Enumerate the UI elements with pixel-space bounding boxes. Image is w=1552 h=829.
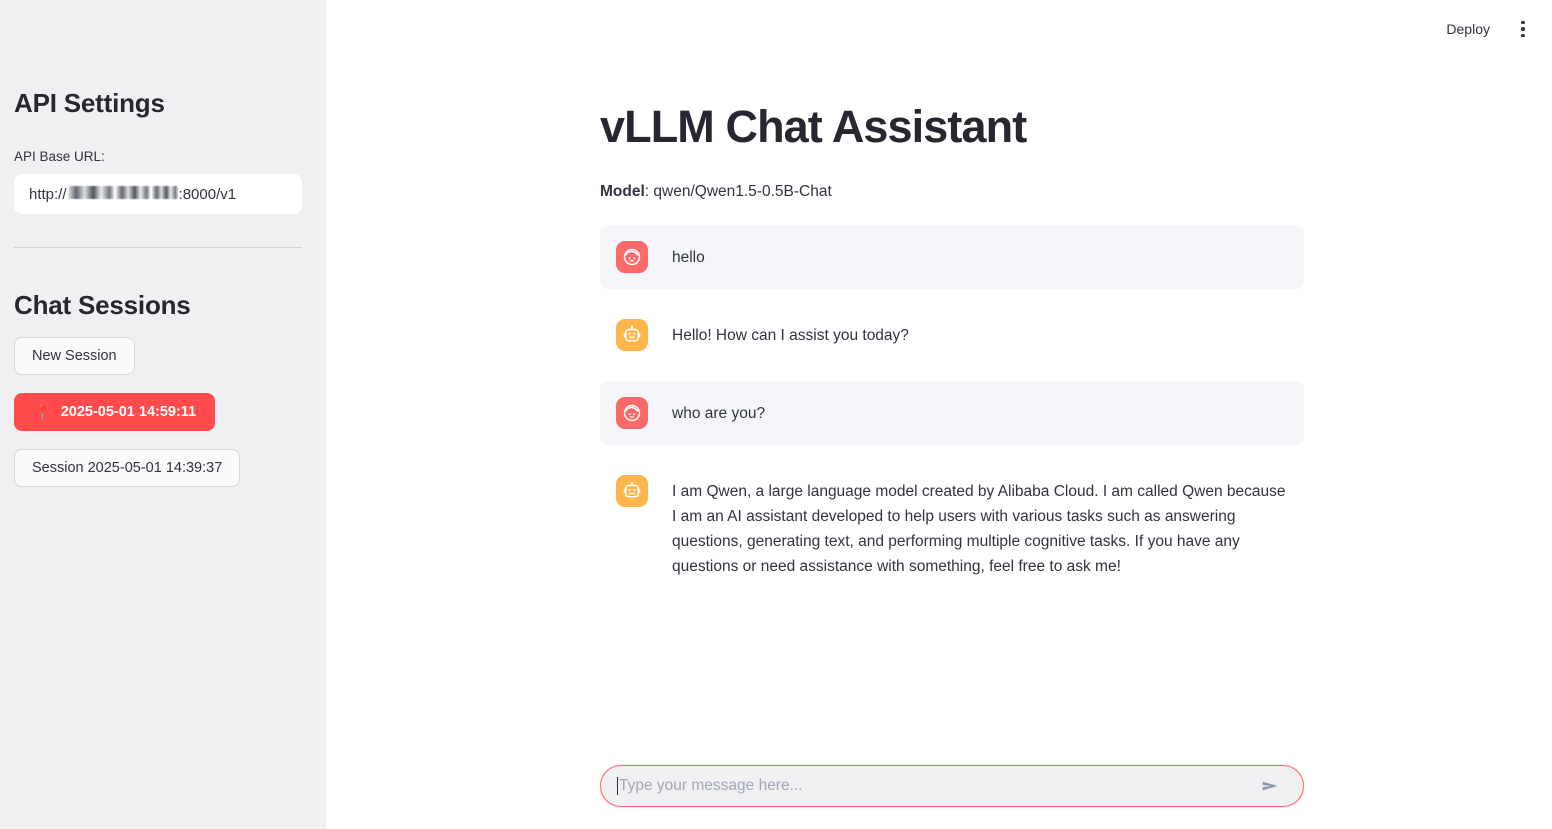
kebab-menu-icon[interactable] [1508, 14, 1538, 44]
main-area: Deploy vLLM Chat Assistant Model: qwen/Q… [326, 0, 1552, 829]
api-base-url-value: http:// :8000/v1 [29, 185, 237, 203]
session-item-active[interactable]: 📍 2025-05-01 14:59:11 [14, 393, 216, 432]
text-caret [617, 777, 618, 795]
redacted-ip-segment [115, 185, 150, 199]
chat-message-assistant: I am Qwen, a large language model create… [600, 459, 1304, 595]
chat-message-text: hello [672, 249, 705, 266]
model-label: Model [600, 182, 645, 200]
chat-message-text: who are you? [672, 405, 766, 422]
chat-sessions-heading: Chat Sessions [14, 290, 191, 321]
send-arrow-icon[interactable] [1255, 771, 1285, 801]
session-item-label: Session 2025-05-01 14:39:37 [32, 460, 223, 477]
model-info: Model: qwen/Qwen1.5-0.5B-Chat [600, 180, 1304, 203]
api-base-url-input[interactable]: http:// :8000/v1 [14, 174, 302, 215]
pin-icon: 📍 [33, 403, 52, 421]
chat-session-list: New Session 📍 2025-05-01 14:59:11 Sessio… [14, 337, 312, 505]
model-separator: : [644, 182, 654, 200]
chat-input-container: Type your message here... [600, 765, 1304, 807]
sidebar-divider [14, 247, 302, 249]
page-title: vLLM Chat Assistant [600, 101, 1027, 152]
model-name: qwen/Qwen1.5-0.5B-Chat [653, 182, 832, 200]
chat-message-user: who are you? [600, 381, 1304, 445]
redacted-ip-segment [67, 185, 114, 199]
api-settings-heading: API Settings [14, 88, 165, 118]
sidebar: API Settings API Base URL: http:// :8000/… [0, 0, 326, 829]
chat-input-box[interactable]: Type your message here... [600, 765, 1304, 807]
chat-input-placeholder: Type your message here... [619, 777, 803, 795]
session-item[interactable]: Session 2025-05-01 14:39:37 [14, 449, 241, 488]
topbar: Deploy [326, 0, 1552, 58]
content-column: vLLM Chat Assistant Model: qwen/Qwen1.5-… [600, 58, 1304, 595]
robot-icon [616, 319, 648, 351]
chat-message-text: I am Qwen, a large language model create… [672, 483, 1286, 576]
api-base-url-suffix: :8000/v1 [178, 185, 237, 203]
user-face-icon [616, 397, 648, 429]
kebab-dot [1521, 20, 1525, 25]
kebab-dot [1521, 27, 1525, 31]
redacted-ip-segment [151, 185, 178, 199]
chat-message-user: hello [600, 225, 1304, 289]
api-base-url-label: API Base URL: [14, 149, 105, 165]
chat-message-assistant: Hello! How can I assist you today? [600, 303, 1304, 367]
robot-icon [616, 475, 648, 507]
deploy-button[interactable]: Deploy [1436, 15, 1500, 43]
user-face-icon [616, 241, 648, 273]
new-session-button[interactable]: New Session [14, 337, 135, 376]
api-base-url-prefix: http:// [29, 185, 67, 203]
kebab-dot [1521, 33, 1525, 38]
message-list: hello [600, 225, 1304, 595]
chat-message-text: Hello! How can I assist you today? [672, 327, 909, 344]
session-item-label: 2025-05-01 14:59:11 [60, 404, 197, 421]
content-scroll: vLLM Chat Assistant Model: qwen/Qwen1.5-… [326, 58, 1552, 829]
